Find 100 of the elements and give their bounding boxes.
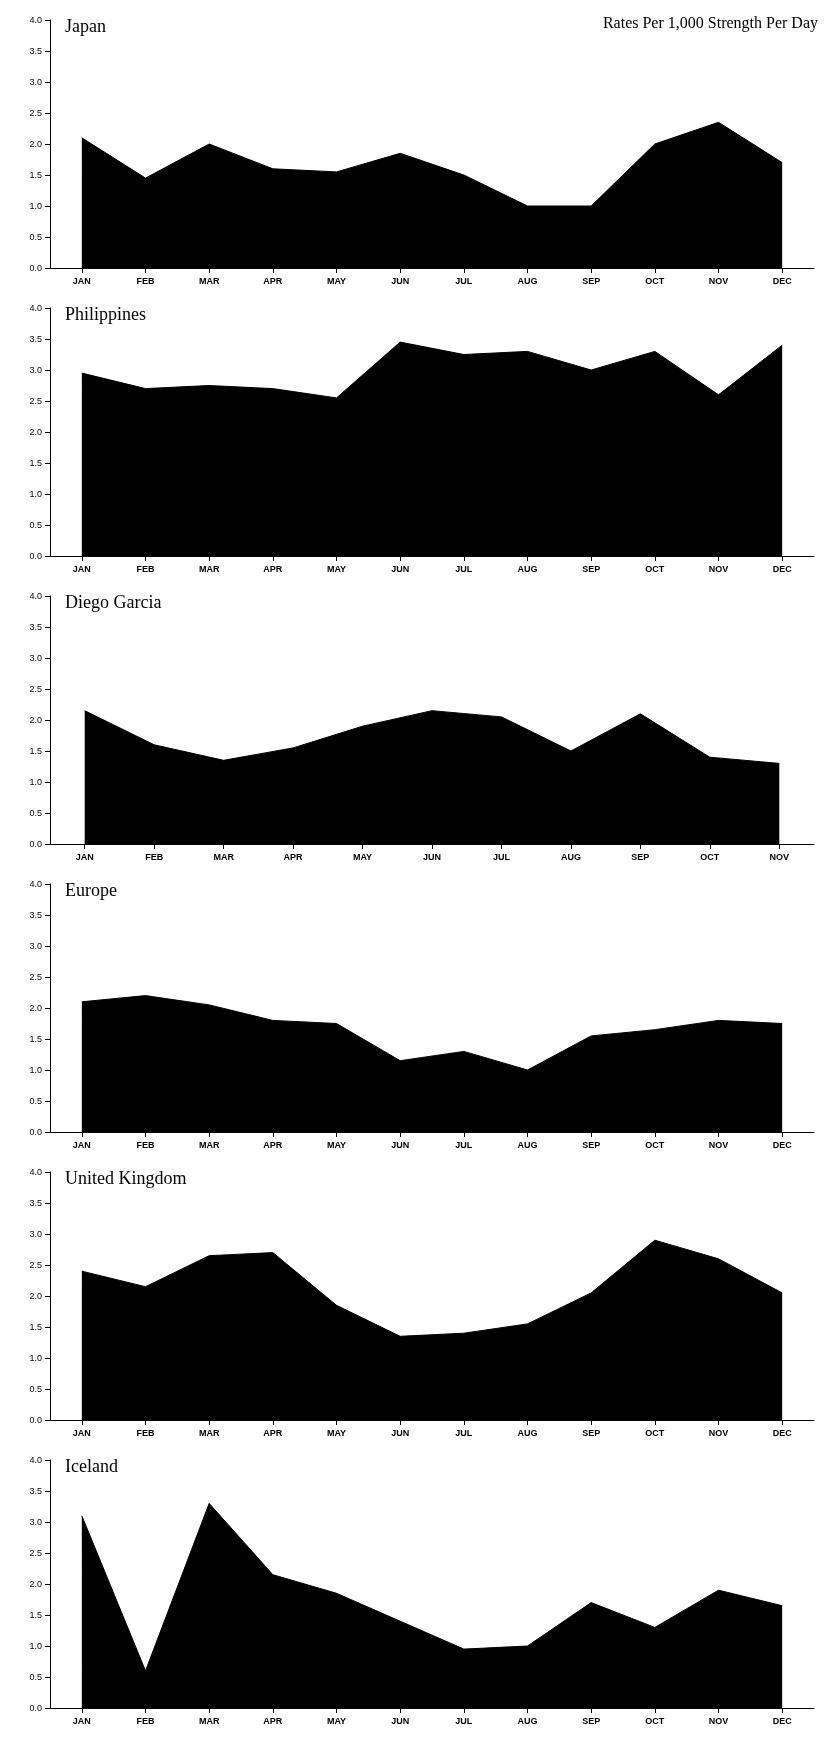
y-tick-label: 2.0 (29, 139, 42, 149)
x-tick-label: NOV (708, 1427, 729, 1438)
x-tick-label: JAN (72, 275, 91, 286)
y-tick-label: 3.5 (29, 46, 42, 56)
x-tick-label: JAN (72, 1715, 91, 1726)
x-tick-label: NOV (769, 851, 790, 862)
y-tick-label: 0.0 (29, 1415, 42, 1425)
x-tick-label: SEP (582, 1427, 601, 1438)
x-tick-label: OCT (645, 1715, 665, 1726)
x-tick-label: MAR (198, 1427, 220, 1438)
y-tick-label: 0.0 (29, 1703, 42, 1713)
x-tick-label: OCT (645, 275, 665, 286)
x-tick-label: FEB (145, 851, 164, 862)
x-tick-label: JUL (455, 1427, 473, 1438)
y-tick-label: 0.5 (29, 1096, 42, 1106)
y-tick-label: 3.0 (29, 77, 42, 87)
x-tick-label: SEP (582, 275, 601, 286)
x-tick-label: APR (263, 1715, 283, 1726)
y-tick-label: 4.0 (29, 879, 42, 889)
x-tick-label: JUL (455, 1139, 473, 1150)
y-tick-label: 1.0 (29, 1065, 42, 1075)
chart-title: Diego Garcia (65, 592, 162, 612)
x-tick-label: NOV (708, 1139, 729, 1150)
x-tick-label: MAY (326, 1427, 347, 1438)
x-tick-label: AUG (517, 1139, 538, 1150)
y-tick-label: 2.5 (29, 972, 42, 982)
x-tick-label: OCT (645, 1427, 665, 1438)
x-tick-label: MAR (198, 563, 220, 574)
y-tick-label: 0.5 (29, 808, 42, 818)
x-tick-label: JUN (391, 1715, 410, 1726)
x-tick-label: NOV (708, 563, 729, 574)
x-tick-label: FEB (136, 1427, 155, 1438)
y-tick-label: 2.5 (29, 684, 42, 694)
x-tick-label: OCT (645, 563, 665, 574)
x-tick-label: JAN (72, 563, 91, 574)
y-tick-label: 3.5 (29, 1198, 42, 1208)
x-tick-label: DEC (772, 1139, 793, 1150)
chart-title: Iceland (65, 1456, 118, 1476)
x-tick-label: APR (283, 851, 304, 862)
y-tick-label: 2.0 (29, 1003, 42, 1013)
x-tick-label: MAY (352, 851, 373, 862)
x-tick-label: MAY (326, 1715, 347, 1726)
x-tick-label: APR (263, 563, 283, 574)
x-tick-label: DEC (772, 1427, 793, 1438)
y-tick-label: 4.0 (29, 303, 42, 313)
y-tick-label: 2.5 (29, 1260, 42, 1270)
x-tick-label: JAN (75, 851, 94, 862)
x-tick-label: JUN (391, 1427, 410, 1438)
chart-title: Japan (65, 16, 106, 36)
y-tick-label: 0.0 (29, 551, 42, 561)
y-tick-label: 1.5 (29, 170, 42, 180)
y-tick-label: 1.5 (29, 1034, 42, 1044)
y-tick-label: 2.0 (29, 715, 42, 725)
x-tick-label: MAR (198, 275, 220, 286)
y-tick-label: 1.0 (29, 1641, 42, 1651)
y-tick-label: 4.0 (29, 1455, 42, 1465)
chart-title: Philippines (65, 304, 147, 324)
x-tick-label: JUN (391, 275, 410, 286)
chart-title: Europe (65, 880, 117, 900)
x-tick-label: MAY (326, 275, 347, 286)
x-tick-label: AUG (517, 1715, 538, 1726)
x-tick-label: FEB (136, 1139, 155, 1150)
x-tick-label: APR (263, 275, 283, 286)
x-tick-label: AUG (517, 275, 538, 286)
y-tick-label: 1.0 (29, 201, 42, 211)
x-tick-label: DEC (772, 563, 793, 574)
y-tick-label: 2.0 (29, 1291, 42, 1301)
x-tick-label: AUG (517, 563, 538, 574)
y-tick-label: 3.5 (29, 334, 42, 344)
x-tick-label: SEP (631, 851, 650, 862)
x-tick-label: FEB (136, 563, 155, 574)
x-tick-label: JUL (455, 275, 473, 286)
x-tick-label: JUL (492, 851, 511, 862)
y-tick-label: 3.0 (29, 1517, 42, 1527)
x-tick-label: NOV (708, 1715, 729, 1726)
y-tick-label: 3.0 (29, 1229, 42, 1239)
x-tick-label: JUN (391, 563, 410, 574)
x-tick-label: AUG (517, 1427, 538, 1438)
x-tick-label: JUN (391, 1139, 410, 1150)
x-tick-label: JAN (72, 1427, 91, 1438)
y-tick-label: 1.0 (29, 777, 42, 787)
y-tick-label: 1.5 (29, 746, 42, 756)
x-tick-label: SEP (582, 1715, 601, 1726)
x-tick-label: JUN (422, 851, 442, 862)
y-tick-label: 4.0 (29, 15, 42, 25)
y-tick-label: 0.5 (29, 520, 42, 530)
y-tick-label: 3.0 (29, 941, 42, 951)
y-tick-label: 0.0 (29, 839, 42, 849)
y-tick-label: 2.5 (29, 108, 42, 118)
y-tick-label: 2.5 (29, 396, 42, 406)
y-tick-label: 4.0 (29, 591, 42, 601)
y-tick-label: 0.5 (29, 1672, 42, 1682)
y-tick-label: 1.5 (29, 1610, 42, 1620)
x-tick-label: MAY (326, 1139, 347, 1150)
x-tick-label: SEP (582, 563, 601, 574)
y-tick-label: 2.5 (29, 1548, 42, 1558)
y-tick-label: 0.0 (29, 1127, 42, 1137)
y-tick-label: 3.5 (29, 622, 42, 632)
chart-title: United Kingdom (65, 1168, 187, 1188)
x-tick-label: JUL (455, 1715, 473, 1726)
